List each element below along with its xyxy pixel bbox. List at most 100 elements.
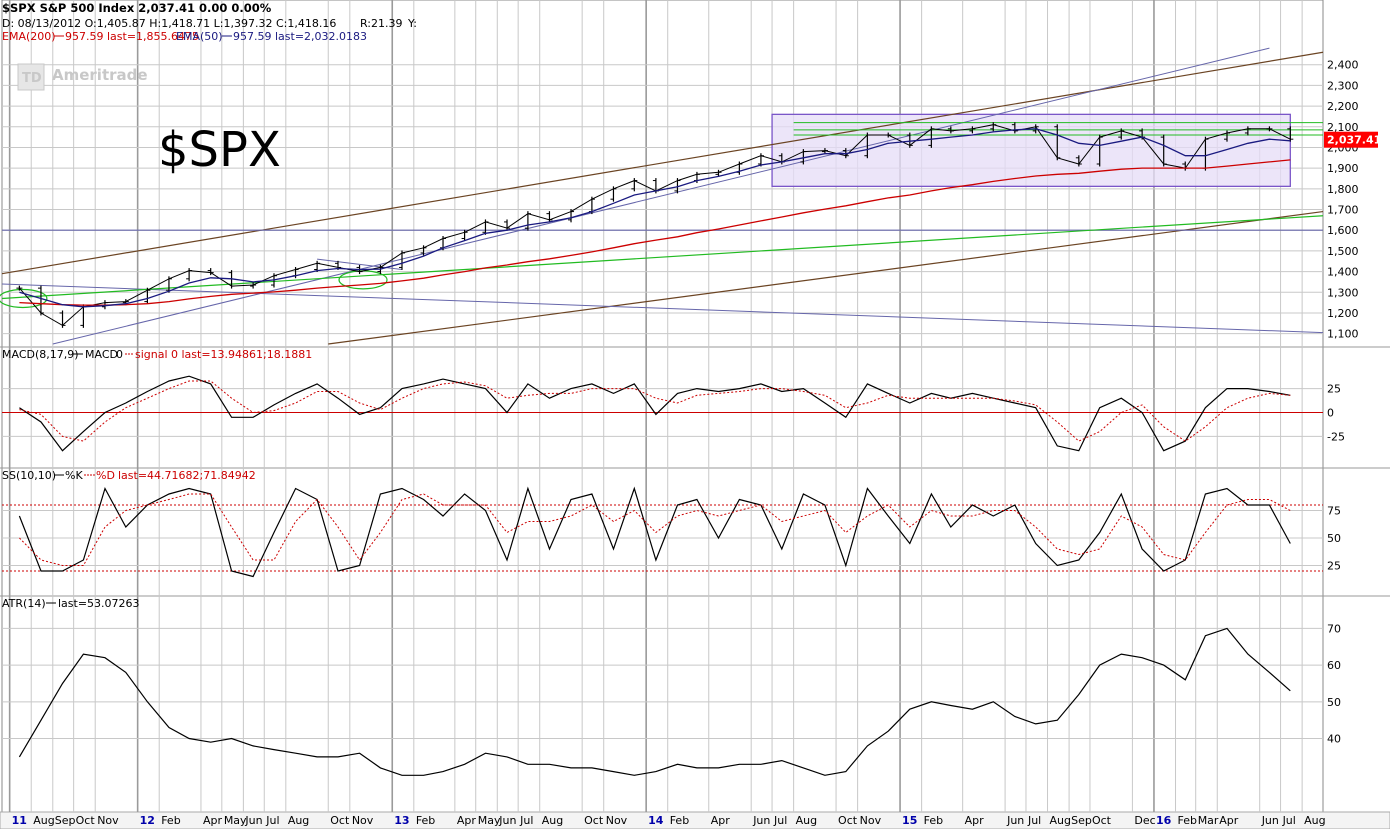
ema50-line [19,128,1291,308]
x-tick-label: Aug [33,814,54,827]
y-tick-label: 1,700 [1327,204,1359,217]
stochastic-title: SS(10,10) [2,469,56,482]
green-trendline [1,215,1324,300]
y-tick-label: 2,200 [1327,100,1359,113]
header-r-value: R:21.39 [360,17,403,30]
stochastic-d-line [19,493,1291,566]
last-price-tag-text: 2,037.41 [1327,134,1381,147]
x-tick-label: Jun [1006,814,1024,827]
y-tick-label: 40 [1327,733,1341,746]
blue-falling-trendline [1,283,1324,334]
macd-signal-line [19,380,1291,442]
x-tick-label: Jul [1027,814,1041,827]
upper-trendline [1,51,1324,275]
x-tick-label: Feb [1178,814,1197,827]
ameritrade-logo: TD Ameritrade [17,63,148,91]
x-tick-label: Sep [55,814,76,827]
x-tick-label: Feb [670,814,689,827]
y-tick-label: 1,400 [1327,266,1359,279]
y-tick-label: 70 [1327,622,1341,635]
y-tick-label: 1,500 [1327,245,1359,258]
macd-legend-zero: 0 [116,348,123,361]
ema50-legend: EMA(50) [176,30,223,43]
x-tick-label: Jun [1261,814,1279,827]
atr-title: ATR(14) [2,597,46,610]
x-tick-label: Jul [265,814,279,827]
y-tick-label: 1,600 [1327,224,1359,237]
x-tick-label: Jul [1282,814,1296,827]
blue-rising-trendline [52,47,1270,345]
y-tick-label: 1,200 [1327,307,1359,320]
y-tick-label: 0 [1327,407,1334,420]
stochastic-k-legend: %K [65,469,83,482]
ema200-legend-values: 957.59 last=1,855.6475 [65,30,199,43]
x-tick-label: 11 [12,814,27,827]
header-ohlc: D: 08/13/2012 O:1,405.87 H:1,418.71 L:1,… [2,17,336,30]
y-tick-label: 75 [1327,505,1341,518]
y-tick-label: 50 [1327,696,1341,709]
x-tick-label: Aug [542,814,563,827]
stochastic-k-line [18,486,1291,578]
macd-signal-legend-label: signal [135,348,168,361]
x-tick-label: Aug [796,814,817,827]
x-tick-label: May [224,814,247,827]
x-tick-label: Oct [838,814,858,827]
macd-line [19,375,1291,452]
y-tick-label: 50 [1327,532,1341,545]
x-tick-label: Oct [76,814,96,827]
x-tick-label: Nov [97,814,119,827]
y-tick-label: 60 [1327,659,1341,672]
macd-legend-label: MACD [85,348,118,361]
y-tick-label: 1,800 [1327,183,1359,196]
x-tick-label: Aug [288,814,309,827]
y-tick-label: 1,900 [1327,162,1359,175]
logo-mark: TD [22,71,42,86]
y-tick-label: 1,300 [1327,286,1359,299]
ema200-line [19,159,1291,306]
lower-trendline [328,210,1324,345]
x-tick-label: Apr [711,814,731,827]
x-tick-label: Apr [203,814,223,827]
x-tick-label: 13 [394,814,409,827]
y-tick-label: -25 [1327,430,1345,443]
x-tick-label: Feb [161,814,180,827]
x-tick-label: Feb [416,814,435,827]
x-tick-label: Jun [498,814,516,827]
atr-line [18,627,1291,776]
atr-last-values: last=53.07263 [58,597,140,610]
x-tick-label: Oct [1092,814,1112,827]
logo-badge [17,63,45,91]
stochastic-last-values: last=44.71682;71.84942 [118,469,256,482]
stochastic-d-legend: %D [96,469,115,482]
x-tick-label: Aug [1050,814,1071,827]
header-y-value: Y: [407,17,417,30]
x-tick-label: Dec [1134,814,1155,827]
ema200-legend: EMA(200) [2,30,56,43]
y-tick-label: 2,400 [1327,59,1359,72]
consolidation-box [771,113,1291,187]
y-tick-label: 25 [1327,383,1341,396]
header-title: $SPX S&P 500 Index 2,037.41 0.00 0.00% [2,1,272,15]
x-tick-label: Sep [1071,814,1092,827]
x-tick-label: 14 [648,814,664,827]
x-tick-label: Jul [773,814,787,827]
short-downtrend-line [317,258,403,271]
big-symbol-label: $SPX [158,122,281,178]
x-tick-label: Apr [457,814,477,827]
x-tick-label: 12 [140,814,155,827]
macd-title: MACD(8,17,9) [2,348,79,361]
last-price-tag [1324,131,1378,148]
x-tick-label: Nov [860,814,882,827]
x-tick-label: Apr [965,814,985,827]
x-tick-label: Jun [244,814,262,827]
x-tick-label: Oct [584,814,604,827]
x-tick-label: May [478,814,501,827]
y-tick-label: 2,100 [1327,121,1359,134]
y-tick-label: 1,100 [1327,328,1359,341]
ema50-legend-values: 957.59 last=2,032.0183 [233,30,367,43]
watermark-text: Ameritrade [52,66,148,84]
macd-last-values: 0 last=13.94861;18.1881 [171,348,312,361]
y-tick-label: 25 [1327,560,1341,573]
